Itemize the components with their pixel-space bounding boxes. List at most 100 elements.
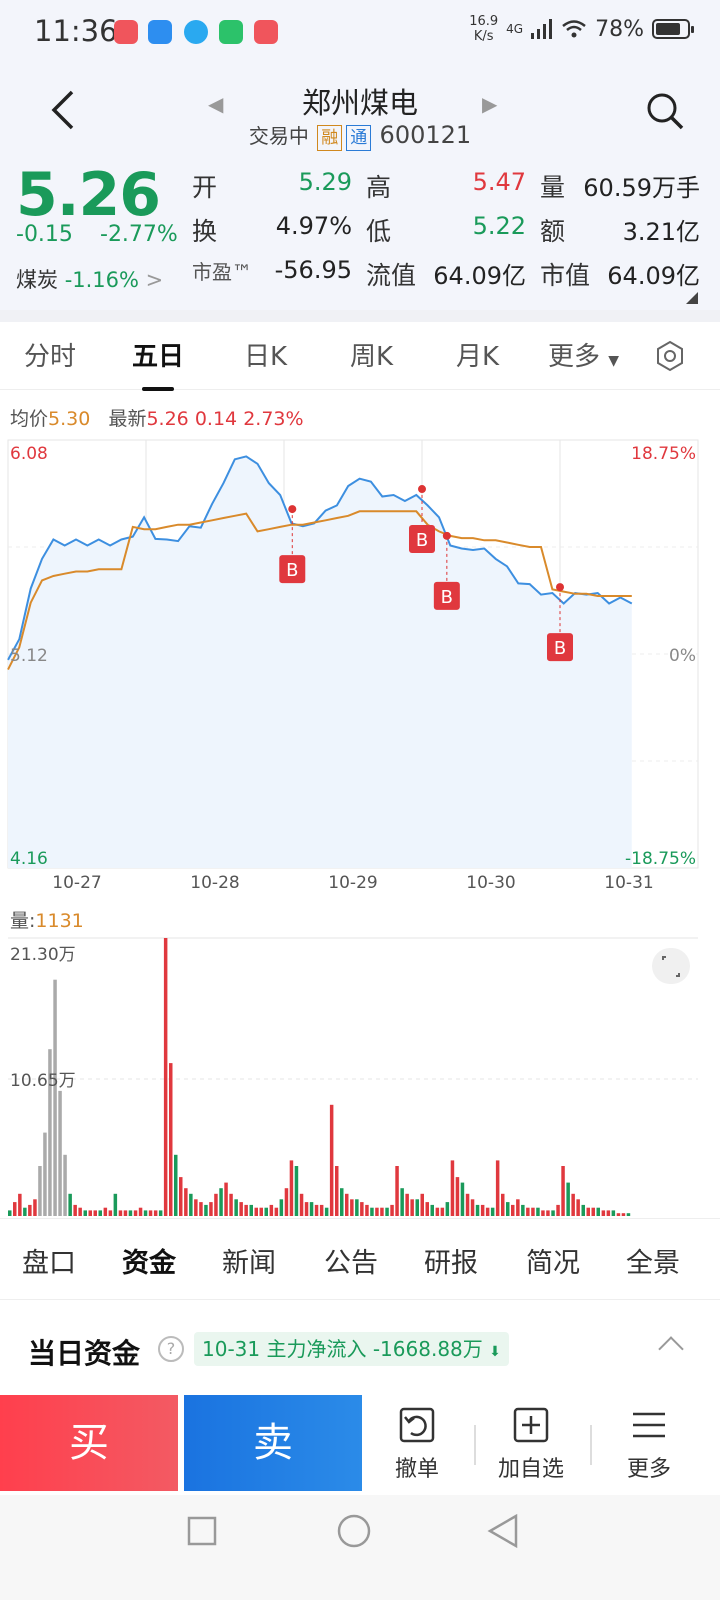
volume-bar	[23, 1207, 27, 1216]
collapse-icon[interactable]	[658, 1336, 684, 1362]
chevron-left-icon	[51, 90, 74, 130]
menu-icon	[633, 1412, 665, 1438]
help-icon[interactable]: ?	[158, 1336, 184, 1362]
pe-value: -56.95	[274, 256, 352, 284]
volume-bar	[229, 1193, 233, 1216]
tab-weekly-k[interactable]: 周K	[350, 342, 394, 372]
volume-bar	[8, 1210, 12, 1216]
volume-bar	[546, 1210, 550, 1216]
divider	[0, 310, 720, 322]
tab-news[interactable]: 新闻	[222, 1248, 276, 1279]
back-button[interactable]	[48, 88, 78, 139]
volume-bar	[148, 1210, 153, 1216]
volume-bar	[123, 1210, 128, 1216]
tab-more[interactable]: 更多 ▼	[548, 342, 620, 372]
tab-monthly-k[interactable]: 月K	[456, 342, 500, 372]
buy-marker-badge[interactable]	[409, 525, 435, 554]
volume-bar	[274, 1207, 279, 1216]
price-area	[8, 456, 632, 868]
high-label: 高	[366, 173, 392, 202]
undo-icon	[399, 1407, 435, 1443]
volume-bar	[561, 1166, 565, 1216]
volume-bar	[189, 1193, 193, 1216]
volume-bar	[480, 1204, 485, 1216]
avg-price-line	[7, 510, 632, 671]
volume-bar	[108, 1210, 113, 1216]
volume-bar	[460, 1182, 465, 1216]
volume-bar	[405, 1193, 409, 1216]
volume-bar	[194, 1199, 198, 1216]
cancel-order-button[interactable]: 撤单	[362, 1405, 472, 1483]
volume-bar	[455, 1177, 460, 1216]
open-value: 5.29	[298, 168, 352, 196]
volume-bar	[244, 1204, 248, 1216]
tab-profile[interactable]: 简况	[526, 1248, 580, 1279]
volume-chart[interactable]: 21.30万 10.65万	[0, 936, 720, 1218]
five-day-price-chart[interactable]: B B B B 6.08 5.12 4.16 18.75% 0% -18.75% 10…	[0, 430, 720, 900]
tab-daily-k[interactable]: 日K	[244, 342, 288, 372]
expand-corner-icon[interactable]	[686, 292, 698, 304]
tab-overview[interactable]: 全景	[626, 1248, 680, 1279]
volume-label: 量	[540, 173, 566, 202]
market-cap-label: 市值	[540, 261, 591, 290]
buy-marker-label: B	[416, 530, 428, 551]
volume-bar	[445, 1202, 450, 1216]
volume-bar	[259, 1207, 263, 1216]
buy-marker-badge[interactable]	[433, 581, 460, 610]
wechat-icon	[219, 20, 243, 44]
buy-marker-badge[interactable]	[547, 633, 573, 662]
volume-bar	[329, 1104, 334, 1216]
volume-bar	[435, 1207, 440, 1216]
prev-stock-button[interactable]: ◀	[208, 92, 224, 116]
x-axis-label: 10-29	[328, 873, 377, 893]
next-stock-button[interactable]: ▶	[482, 92, 498, 116]
home-icon[interactable]	[336, 1513, 372, 1549]
volume-bar	[219, 1188, 223, 1216]
vol-tick-top: 21.30万	[10, 945, 76, 965]
volume-bar	[264, 1207, 268, 1216]
tab-research[interactable]: 研报	[424, 1248, 478, 1279]
tab-order-book[interactable]: 盘口	[22, 1248, 76, 1279]
volume-bar	[234, 1199, 238, 1216]
system-nav-bar	[0, 1495, 720, 1600]
volume-bar	[420, 1193, 424, 1216]
buy-button[interactable]: 买	[0, 1395, 178, 1491]
volume-bar	[88, 1210, 92, 1216]
volume-bar	[501, 1193, 505, 1216]
buy-marker-badge[interactable]	[279, 555, 306, 584]
volume-bar	[279, 1199, 284, 1216]
last-price: 5.26	[16, 160, 161, 230]
search-icon[interactable]	[646, 92, 684, 130]
connect-tag: 通	[346, 125, 372, 151]
add-watchlist-button[interactable]: 加自选	[476, 1405, 586, 1483]
volume-bar	[184, 1188, 188, 1216]
tab-funds[interactable]: 资金	[122, 1241, 176, 1304]
sector-link[interactable]: 煤炭 -1.16% >	[16, 268, 164, 292]
settings-hexagon-icon[interactable]	[654, 340, 686, 372]
recent-apps-icon[interactable]	[186, 1515, 218, 1547]
fullscreen-button[interactable]	[652, 948, 690, 984]
volume-bar	[380, 1207, 384, 1216]
buy-markers: B B B B	[279, 485, 573, 662]
volume-bar	[319, 1204, 324, 1216]
daily-fund-section: 当日资金 ? 10-31 主力净流入 -1668.88万 ⬇	[0, 1300, 720, 1395]
buy-marker-dot	[556, 583, 564, 592]
tab-five-day[interactable]: 五日	[132, 336, 184, 391]
tab-announcements[interactable]: 公告	[324, 1248, 378, 1279]
more-button[interactable]: 更多	[594, 1405, 704, 1483]
volume-bar	[400, 1188, 404, 1216]
high-value: 5.47	[472, 168, 526, 196]
y-left-bottom: 4.16	[10, 849, 48, 869]
battery-icon	[652, 19, 694, 39]
sell-button[interactable]: 卖	[184, 1395, 362, 1491]
trade-action-bar: 买 卖 撤单 加自选 更多	[0, 1395, 720, 1495]
tab-intraday[interactable]: 分时	[24, 342, 77, 372]
stock-name: 郑州煤电	[301, 86, 418, 120]
buy-marker-label: B	[286, 560, 298, 581]
volume-bar	[324, 1207, 329, 1216]
back-nav-icon[interactable]	[486, 1513, 520, 1549]
volume-bar	[611, 1210, 616, 1216]
plus-box-icon	[513, 1407, 549, 1443]
volume-bar	[450, 1160, 455, 1216]
volume-bar	[551, 1210, 555, 1216]
